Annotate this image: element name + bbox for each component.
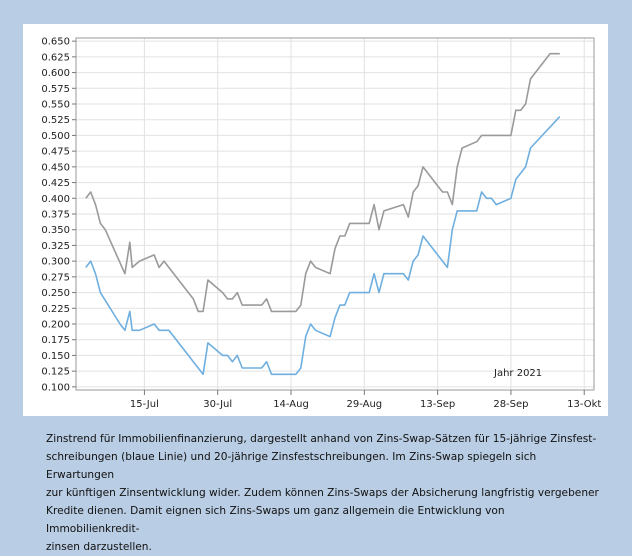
caption-line: zinsen darzustellen. bbox=[46, 541, 152, 553]
x-tick-label: 13-Okt bbox=[567, 399, 601, 410]
line-chart: 0.650 0.625 0.600 0.575 0.550 0.525 0.500 0.475… bbox=[41, 37, 601, 410]
y-tick-label: 0.400 bbox=[41, 194, 70, 205]
x-tick-label: 13-Sep bbox=[420, 399, 455, 410]
series-line-blue bbox=[85, 116, 561, 376]
y-tick-label: 0.375 bbox=[41, 210, 70, 221]
y-tick-label: 0.600 bbox=[41, 68, 70, 79]
caption-line: Zinstrend für Immobilienfinanzierung, da… bbox=[46, 433, 597, 445]
y-tick-label: 0.150 bbox=[41, 351, 70, 362]
y-tick-label: 0.225 bbox=[41, 304, 70, 315]
y-tick-label: 0.350 bbox=[41, 225, 70, 236]
y-tick-label: 0.625 bbox=[41, 52, 70, 63]
caption-line: Kredite dienen. Damit eignen sich Zins-S… bbox=[46, 505, 505, 535]
y-tick-label: 0.175 bbox=[41, 335, 70, 346]
y-tick-label: 0.325 bbox=[41, 241, 70, 252]
y-tick-label: 0.250 bbox=[41, 288, 70, 299]
caption-line: zur künftigen Zinsentwicklung wider. Zud… bbox=[46, 487, 599, 499]
y-tick-label: 0.275 bbox=[41, 272, 70, 283]
y-tick-label: 0.525 bbox=[41, 115, 70, 126]
x-tick-label: 15-Jul bbox=[130, 399, 159, 410]
caption-line: schreibungen (blaue Linie) und 20-jährig… bbox=[46, 451, 537, 481]
x-tick-label: 29-Aug bbox=[347, 399, 383, 410]
chart-caption: Zinstrend für Immobilienfinanzierung, da… bbox=[46, 430, 601, 556]
y-tick-label: 0.575 bbox=[41, 84, 70, 95]
y-tick-label: 0.125 bbox=[41, 367, 70, 378]
x-tick-label: 30-Jul bbox=[203, 399, 232, 410]
x-tick-label: 28-Sep bbox=[493, 399, 528, 410]
chart-panel: 0.650 0.625 0.600 0.575 0.550 0.525 0.500 0.475… bbox=[23, 24, 608, 416]
y-tick-label: 0.300 bbox=[41, 257, 70, 268]
y-tick-label: 0.100 bbox=[41, 382, 70, 393]
series-line-gray bbox=[85, 52, 560, 313]
y-tick-label: 0.425 bbox=[41, 178, 70, 189]
y-tick-label: 0.550 bbox=[41, 100, 70, 111]
y-tick-label: 0.475 bbox=[41, 147, 70, 158]
y-tick-label: 0.450 bbox=[41, 162, 70, 173]
x-tick-label: 14-Aug bbox=[273, 399, 309, 410]
year-annotation: Jahr 2021 bbox=[493, 368, 542, 379]
y-tick-label: 0.200 bbox=[41, 320, 70, 331]
y-tick-label: 0.500 bbox=[41, 131, 70, 142]
y-tick-label: 0.650 bbox=[41, 37, 70, 48]
